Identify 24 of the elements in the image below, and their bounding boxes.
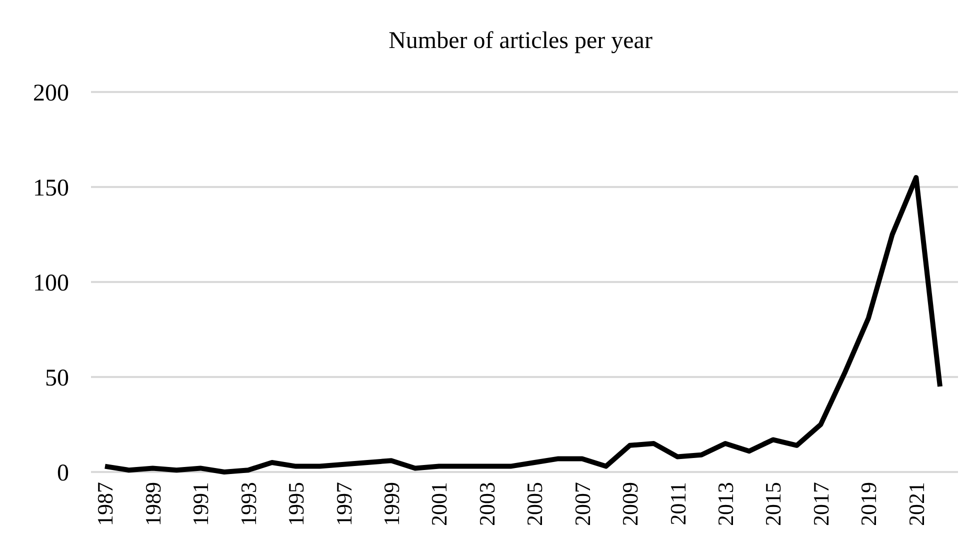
x-tick-label: 1989 [140,482,166,526]
y-tick-label: 150 [33,175,69,202]
x-tick-label: 2019 [856,482,882,526]
x-tick-label: 2021 [904,482,929,526]
x-tick-label: 2009 [618,482,643,526]
chart-title: Number of articles per year [388,28,652,54]
x-tick-label: 1987 [92,482,118,526]
x-tick-label: 1999 [378,482,404,526]
x-tick-label: 2007 [570,482,595,526]
x-tick-label: 2003 [474,482,500,526]
x-tick-label: 2013 [712,482,738,526]
x-tick-label: 2017 [808,482,834,526]
y-tick-label: 50 [45,365,69,392]
x-tick-label: 2011 [665,482,690,526]
x-tick-label: 2005 [522,482,548,526]
x-tick-label: 1993 [236,482,261,526]
x-tick-label: 2001 [426,482,452,526]
x-tick-label: 1995 [284,482,309,526]
y-tick-label: 200 [33,80,69,106]
x-tick-label: 1991 [188,482,214,526]
y-tick-label: 100 [33,270,69,296]
y-tick-label: 0 [57,460,69,486]
x-tick-label: 2015 [760,482,786,526]
x-tick-label: 1997 [331,482,356,526]
